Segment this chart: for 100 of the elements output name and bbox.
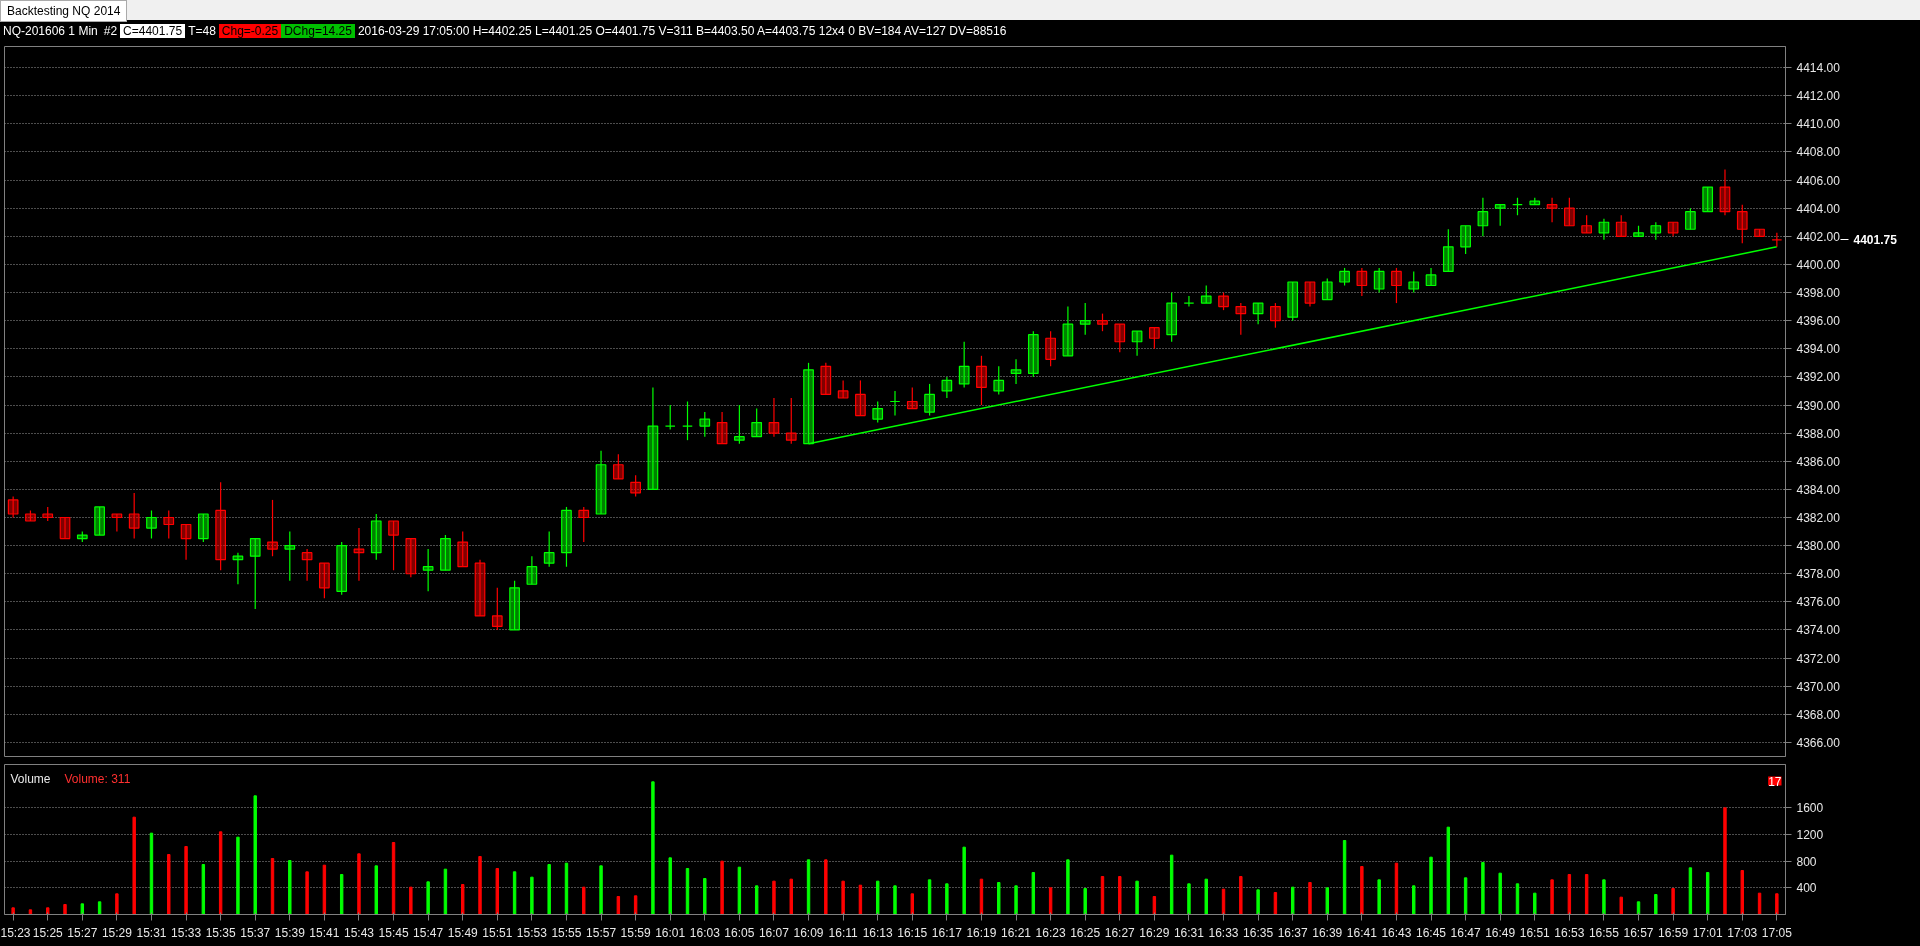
x-tick-label: 16:27 <box>1104 925 1136 940</box>
bar <box>824 859 828 915</box>
y-tick-label: 4376.00 <box>1796 595 1841 610</box>
y-tick-label: 1200 <box>1796 828 1824 842</box>
candlestick <box>941 376 953 399</box>
y-tick-label: 4372.00 <box>1796 651 1841 666</box>
x-tick-label: 16:23 <box>1035 925 1066 940</box>
text: T=48 <box>187 24 217 38</box>
bar <box>703 878 707 915</box>
y-tick-label: 4390.00 <box>1796 398 1841 413</box>
bar <box>1775 893 1779 915</box>
bar <box>1602 879 1606 915</box>
x-tick-label: 16:49 <box>1485 925 1516 940</box>
candlestick <box>1356 267 1368 297</box>
bar <box>1740 870 1744 915</box>
y-tick-label: 4398.00 <box>1796 286 1841 301</box>
candlestick <box>1373 267 1385 294</box>
bar <box>876 880 880 915</box>
candlestick <box>180 523 192 561</box>
bar <box>63 904 67 915</box>
candlestick <box>837 379 849 399</box>
candlestick <box>1736 204 1748 244</box>
candlestick <box>197 513 209 543</box>
bar <box>374 865 378 915</box>
bar <box>357 853 361 915</box>
candlestick <box>1062 306 1074 357</box>
candlestick <box>734 404 745 445</box>
y-tick-label: 4392.00 <box>1796 370 1841 385</box>
text: 2016-03-29 17:05:00 H=4402.25 L=4401.25 O=4401.75 V=311 B=4403.50 A=4403.75 12x4 0 BV=184 AV=127 DV=88516 <box>356 24 1008 38</box>
text: Backtesting NQ 2014 <box>0 0 128 22</box>
bar <box>754 885 759 915</box>
x-tick-label: 15:59 <box>620 925 651 940</box>
candlestick <box>284 530 296 582</box>
candlestick <box>1494 204 1506 227</box>
bar <box>1325 887 1329 915</box>
x-tick-label: 16:31 <box>1173 925 1205 940</box>
bar <box>46 907 50 915</box>
x-tick-label: 16:53 <box>1554 925 1585 940</box>
bar <box>495 868 500 915</box>
bar <box>1290 886 1295 915</box>
x-tick-label: 16:55 <box>1588 925 1620 940</box>
text: Chg=-0.25 <box>218 24 282 38</box>
x-tick-label: 16:13 <box>862 925 894 940</box>
candlestick <box>664 404 676 431</box>
candlestick <box>1166 291 1178 343</box>
candlestick <box>1771 232 1783 248</box>
candlestick <box>1010 358 1022 385</box>
candlestick <box>1252 302 1264 325</box>
candlestick <box>526 555 538 585</box>
candlestick <box>958 341 970 389</box>
y-tick-label: 4378.00 <box>1796 567 1841 582</box>
candlestick <box>1183 295 1195 308</box>
y-tick-label: 4366.00 <box>1796 735 1841 750</box>
candlestick <box>612 453 624 480</box>
y-tick-label: 4412.00 <box>1796 89 1841 104</box>
bar <box>1705 872 1710 915</box>
candlestick <box>474 559 486 617</box>
x-tick-label: 15:25 <box>32 925 64 940</box>
bar <box>1239 876 1243 915</box>
bar <box>1584 874 1589 915</box>
x-tick-label: 16:41 <box>1346 925 1378 940</box>
candlestick <box>716 411 728 445</box>
x-tick-label: 16:03 <box>689 925 721 940</box>
candlestick <box>7 495 19 519</box>
x-tick-label: 16:05 <box>724 925 755 940</box>
bar <box>945 883 949 915</box>
y-tick-label: 4410.00 <box>1796 117 1841 132</box>
y-tick-label: 800 <box>1796 854 1817 869</box>
bar <box>1066 859 1070 915</box>
candlestick <box>924 383 935 417</box>
candlestick <box>1287 281 1299 322</box>
y-tick-label: 4386.00 <box>1796 454 1841 469</box>
candlestick <box>59 516 71 540</box>
bar <box>1654 894 1658 915</box>
bar <box>1118 876 1122 915</box>
text: #2 <box>102 24 119 38</box>
candlestick <box>630 474 641 497</box>
candlestick <box>1079 302 1091 336</box>
bar <box>1135 880 1139 915</box>
bar <box>1308 882 1312 915</box>
y-tick-label: 1600 <box>1796 801 1824 816</box>
x-tick-label: 15:39 <box>274 925 306 940</box>
x-tick-label: 15:55 <box>551 925 582 940</box>
bar <box>11 907 15 915</box>
bar <box>1412 885 1416 915</box>
candlestick <box>872 400 884 424</box>
candlestick <box>820 362 832 396</box>
bar <box>1446 826 1451 915</box>
bar <box>288 860 292 915</box>
x-tick-label: 15:27 <box>67 925 98 940</box>
bar <box>962 846 966 915</box>
x-tick-label: 15:45 <box>378 925 409 940</box>
bar <box>1429 856 1433 915</box>
candlestick <box>1321 277 1333 301</box>
bar <box>910 893 914 915</box>
bar <box>1533 892 1537 915</box>
candlestick <box>491 587 503 631</box>
candlestick <box>1719 168 1731 216</box>
candlestick <box>353 527 365 582</box>
x-tick-label: 17:05 <box>1761 925 1793 940</box>
